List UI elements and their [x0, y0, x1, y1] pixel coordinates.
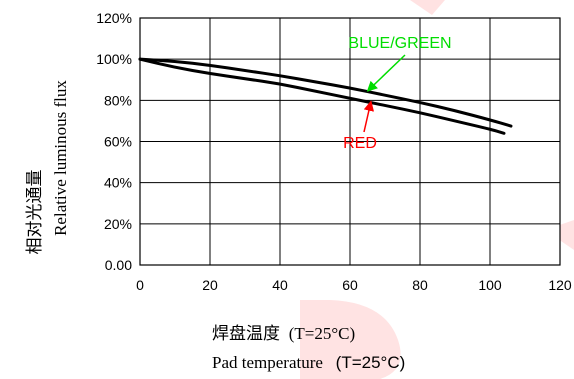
x-tick-label: 0: [136, 277, 144, 293]
x-axis-label-cn: 焊盘温度: [212, 324, 280, 344]
y-tick-label: 20%: [104, 216, 132, 232]
y-tick-label: 80%: [104, 92, 132, 108]
series-line-blue-green: [138, 57, 513, 128]
y-tick-label: 0.00: [105, 257, 132, 273]
x-axis-label-en-unit: (T=25°C): [336, 353, 406, 372]
series-line-red: [138, 57, 506, 135]
y-tick-label: 120%: [96, 10, 132, 26]
annotation-arrow-blue-green: [366, 54, 406, 92]
annotations: BLUE/GREEN RED: [343, 35, 451, 152]
x-tick-label: 60: [342, 277, 358, 293]
x-axis-label-en: Pad temperature: [212, 353, 323, 372]
x-tick-label: 100: [478, 277, 502, 293]
plot-frame: [139, 17, 561, 266]
series-group: [138, 57, 513, 135]
annotation-arrow-red: [363, 100, 375, 133]
x-axis-label: 焊盘温度 (T=25°C) Pad temperature (T=25°C): [212, 324, 405, 372]
tick-labels: 0 20 40 60 80 100 120 0.00 20% 40% 60% 80% 100% 120%: [96, 10, 572, 293]
x-axis-label-cn-unit: (T=25°C): [289, 324, 355, 343]
annotation-label-red: RED: [343, 135, 377, 152]
x-axis-label-cn-line: 焊盘温度 (T=25°C): [212, 324, 355, 344]
x-tick-label: 20: [202, 277, 218, 293]
x-tick-label: 40: [272, 277, 288, 293]
axes: [139, 17, 561, 266]
y-axis-label-en: Relative luminous flux: [51, 80, 70, 236]
x-tick-label: 80: [412, 277, 428, 293]
annotation-label-blue-green: BLUE/GREEN: [348, 35, 451, 52]
y-tick-label: 60%: [104, 134, 132, 150]
x-tick-label: 120: [548, 277, 572, 293]
y-tick-label: 100%: [96, 51, 132, 67]
x-axis-label-en-line: Pad temperature (T=25°C): [212, 353, 405, 372]
y-axis-label: 相对光通量 Relative luminous flux: [25, 80, 70, 255]
y-tick-label: 40%: [104, 175, 132, 191]
y-axis-label-cn: 相对光通量: [25, 170, 45, 255]
